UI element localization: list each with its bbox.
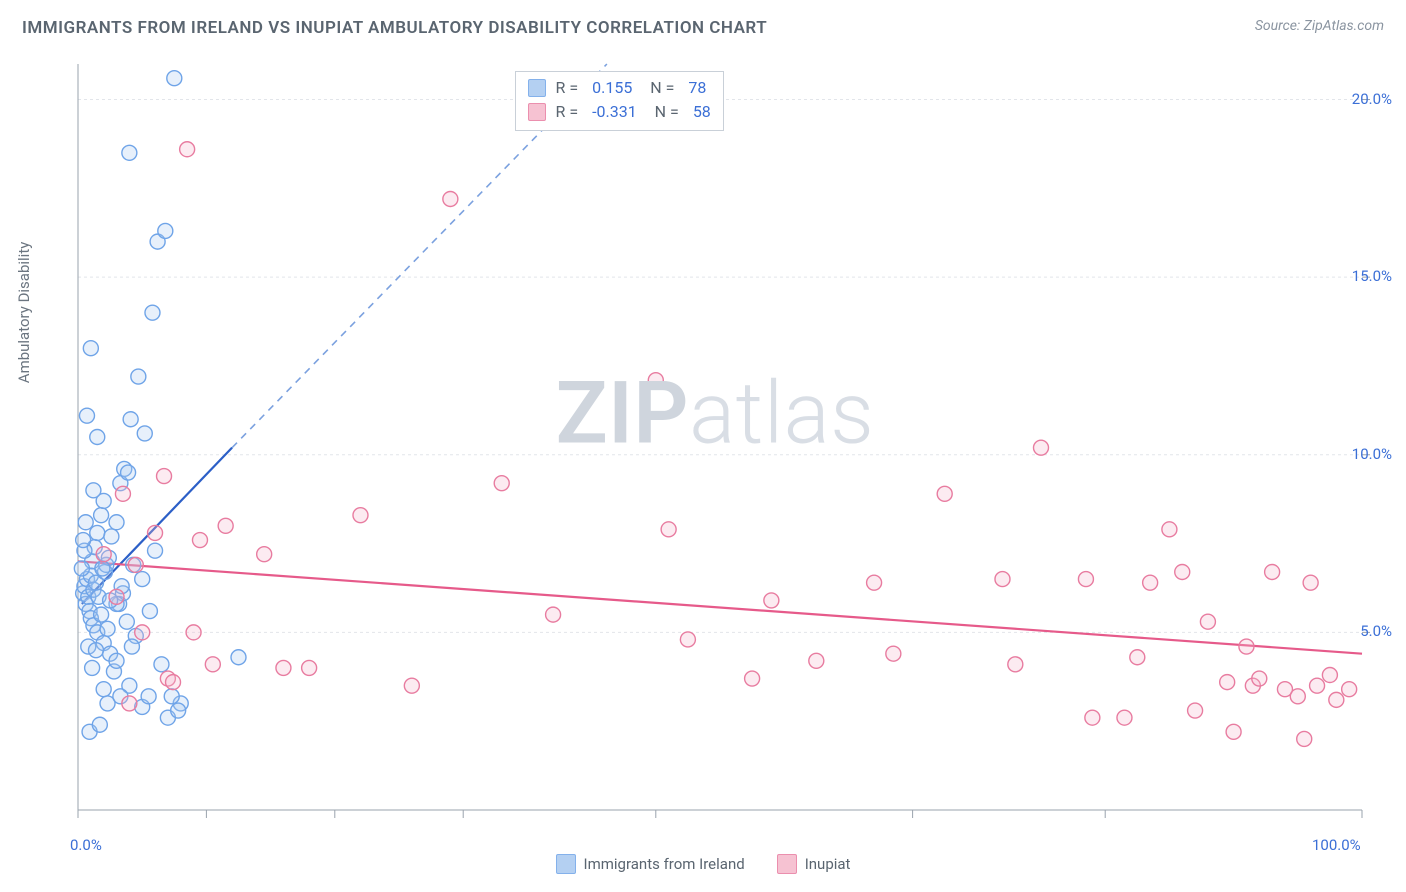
x-tick-label: 0.0%: [70, 836, 102, 854]
y-tick-label: 20.0%: [1352, 90, 1392, 108]
y-tick-label: 5.0%: [1360, 622, 1392, 640]
stats-row: R = 0.155 N = 78: [528, 76, 711, 100]
chart-area: Ambulatory Disability ZIPatlas R = 0.155…: [40, 50, 1390, 840]
chart-source: Source: ZipAtlas.com: [1255, 18, 1384, 34]
y-axis-label: Ambulatory Disability: [15, 242, 33, 384]
x-tick-label: 100.0%: [1312, 836, 1361, 854]
series-legend: Immigrants from Ireland Inupiat: [0, 854, 1406, 874]
legend-item: Inupiat: [777, 854, 851, 874]
y-tick-label: 15.0%: [1352, 267, 1392, 285]
y-tick-label: 10.0%: [1352, 445, 1392, 463]
stats-row: R = -0.331 N = 58: [528, 100, 711, 124]
scatter-plot-svg: [60, 50, 1390, 830]
chart-header: IMMIGRANTS FROM IRELAND VS INUPIAT AMBUL…: [0, 0, 1406, 46]
chart-title: IMMIGRANTS FROM IRELAND VS INUPIAT AMBUL…: [22, 18, 767, 38]
legend-item: Immigrants from Ireland: [556, 854, 745, 874]
correlation-stats-box: R = 0.155 N = 78 R = -0.331 N = 58: [515, 71, 724, 131]
